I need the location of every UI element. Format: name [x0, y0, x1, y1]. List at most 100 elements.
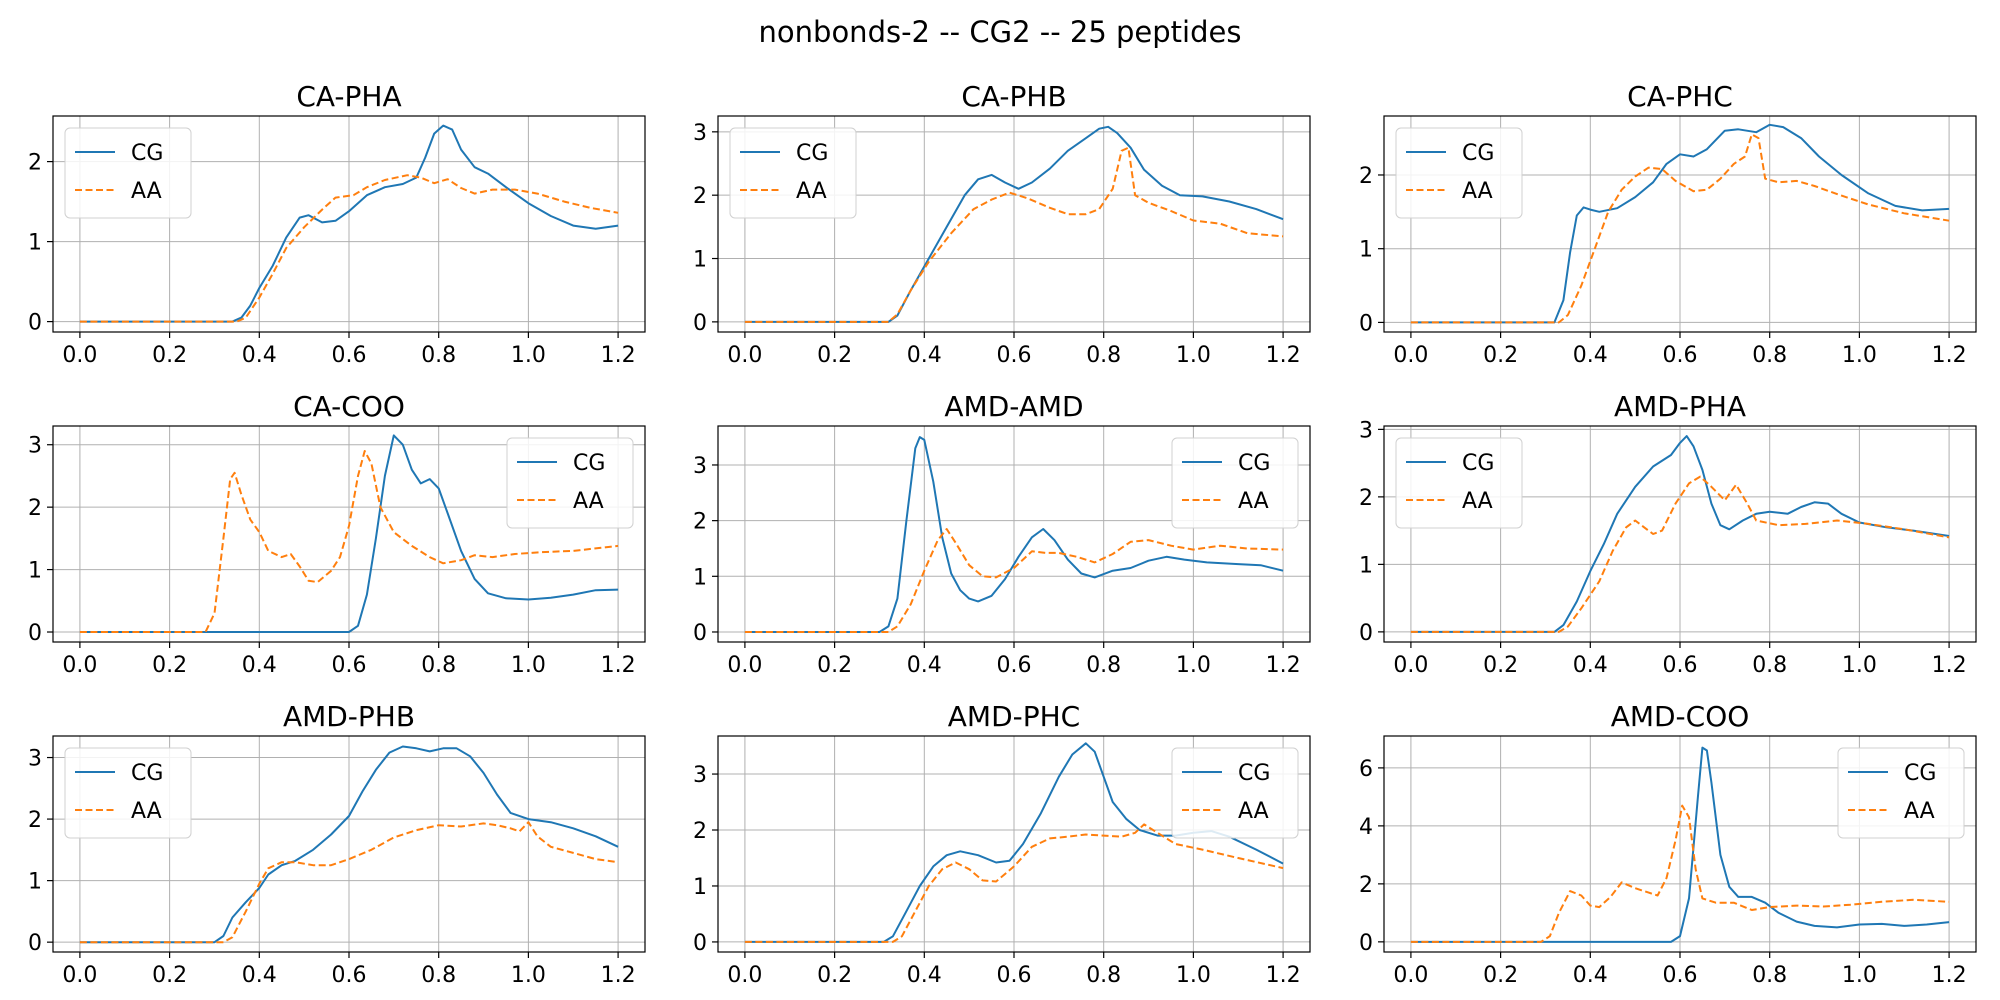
y-tick-label: 2: [693, 510, 707, 535]
y-tick-label: 3: [693, 763, 707, 788]
legend-label-aa: AA: [1462, 179, 1493, 204]
x-tick-label: 1.0: [511, 343, 546, 368]
y-tick-label: 0: [693, 621, 707, 646]
y-tick-label: 3: [1359, 418, 1373, 443]
x-tick-label: 0.2: [817, 343, 852, 368]
x-tick-label: 0.4: [907, 343, 942, 368]
x-tick-label: 0.8: [421, 963, 456, 988]
y-tick-label: 4: [1359, 815, 1373, 840]
y-tick-label: 1: [28, 870, 42, 895]
x-tick-label: 0.6: [332, 343, 367, 368]
legend-box: [1837, 747, 1965, 839]
subplot-amd-amd: AMD-AMD 0.0 0.2 0.4 0.6 0.8 1.0 1.2 0 1 2 3 CG AA: [693, 390, 1311, 678]
y-tick-label: 1: [693, 875, 707, 900]
y-tick-label: 2: [693, 184, 707, 209]
legend-box: [1171, 747, 1299, 839]
x-tick-label: 0.6: [1663, 963, 1698, 988]
legend-label-aa: AA: [1462, 489, 1493, 514]
y-tick-label: 3: [28, 747, 42, 772]
legend: CG AA: [729, 127, 857, 219]
x-tick-label: 1.0: [1176, 963, 1211, 988]
x-tick-label: 1.2: [1932, 343, 1967, 368]
y-tick-label: 1: [28, 559, 42, 584]
plot-frame: [52, 425, 646, 643]
x-tick-label: 0.6: [1663, 653, 1698, 678]
x-tick-label: 0.6: [997, 653, 1032, 678]
subplot-ca-pha: CA-PHA 0.0 0.2 0.4 0.6 0.8 1.0 1.2 0 1 2 CG AA: [28, 80, 646, 368]
legend-label-cg: CG: [796, 141, 828, 166]
plot-frame: [1383, 115, 1977, 333]
legend-label-aa: AA: [1238, 489, 1269, 514]
y-tick-label: 2: [1359, 873, 1373, 898]
x-tick-label: 0.6: [332, 653, 367, 678]
subplot-title: CA-PHB: [961, 80, 1066, 113]
x-tick-label: 0.0: [62, 343, 97, 368]
y-tick-label: 0: [28, 931, 42, 956]
series-line-aa: [744, 146, 1284, 323]
x-tick-label: 0.8: [421, 343, 456, 368]
legend-label-aa: AA: [131, 799, 162, 824]
legend: CG AA: [1171, 437, 1299, 529]
legend: CG AA: [1171, 747, 1299, 839]
x-tick-label: 0.8: [1086, 963, 1121, 988]
y-tick-label: 3: [693, 454, 707, 479]
x-tick-label: 0.2: [152, 963, 187, 988]
legend-label-aa: AA: [573, 489, 604, 514]
x-tick-label: 1.0: [1842, 343, 1877, 368]
legend: CG AA: [506, 437, 634, 529]
subplot-title: AMD-PHC: [948, 700, 1080, 733]
legend-label-aa: AA: [1238, 799, 1269, 824]
y-tick-label: 2: [693, 819, 707, 844]
subplot-amd-phc: AMD-PHC 0.0 0.2 0.4 0.6 0.8 1.0 1.2 0 1 2 3 CG AA: [693, 700, 1311, 988]
series-lines: [79, 124, 619, 323]
series-lines: [1410, 123, 1950, 324]
x-tick-label: 1.2: [601, 653, 636, 678]
subplot-title: AMD-AMD: [944, 390, 1083, 423]
legend-box: [506, 437, 634, 529]
x-tick-label: 0.2: [1483, 343, 1518, 368]
x-tick-label: 0.4: [1573, 343, 1608, 368]
x-tick-label: 0.2: [817, 963, 852, 988]
series-line-aa: [744, 528, 1284, 633]
subplot-title: AMD-PHA: [1614, 390, 1746, 423]
legend: CG AA: [1395, 437, 1523, 529]
series-lines: [744, 125, 1284, 323]
x-tick-label: 1.0: [1842, 963, 1877, 988]
subplot-amd-phb: AMD-PHB 0.0 0.2 0.4 0.6 0.8 1.0 1.2 0 1 2 3 CG AA: [28, 700, 646, 988]
series-line-aa: [79, 174, 619, 323]
series-line-cg: [1410, 435, 1950, 633]
y-tick-label: 2: [1359, 164, 1373, 189]
x-tick-label: 1.0: [1176, 343, 1211, 368]
figure-suptitle: nonbonds-2 -- CG2 -- 25 peptides: [759, 15, 1242, 49]
x-tick-label: 0.4: [242, 653, 277, 678]
x-tick-label: 1.2: [601, 963, 636, 988]
legend-box: [1171, 437, 1299, 529]
series-lines: [79, 745, 619, 944]
subplot-ca-phb: CA-PHB 0.0 0.2 0.4 0.6 0.8 1.0 1.2 0 1 2 3 CG AA: [693, 80, 1311, 368]
x-tick-label: 0.8: [421, 653, 456, 678]
subplot-title: AMD-PHB: [283, 700, 415, 733]
y-tick-label: 0: [1359, 311, 1373, 336]
series-lines: [79, 434, 619, 633]
legend-label-cg: CG: [1238, 761, 1270, 786]
legend-label-cg: CG: [573, 451, 605, 476]
x-tick-label: 1.2: [1266, 653, 1301, 678]
x-tick-label: 1.2: [1266, 343, 1301, 368]
y-tick-label: 0: [28, 621, 42, 646]
y-tick-label: 0: [693, 311, 707, 336]
x-tick-label: 0.6: [997, 963, 1032, 988]
y-tick-label: 0: [1359, 621, 1373, 646]
legend-label-cg: CG: [1462, 141, 1494, 166]
legend-label-cg: CG: [1904, 761, 1936, 786]
x-tick-label: 0.0: [727, 343, 762, 368]
legend: CG AA: [1837, 747, 1965, 839]
y-tick-label: 2: [1359, 486, 1373, 511]
legend: CG AA: [64, 127, 192, 219]
x-tick-label: 0.4: [907, 653, 942, 678]
series-lines: [1410, 746, 1950, 943]
plot-frame: [717, 735, 1311, 953]
y-tick-label: 1: [693, 565, 707, 590]
legend-label-cg: CG: [1238, 451, 1270, 476]
